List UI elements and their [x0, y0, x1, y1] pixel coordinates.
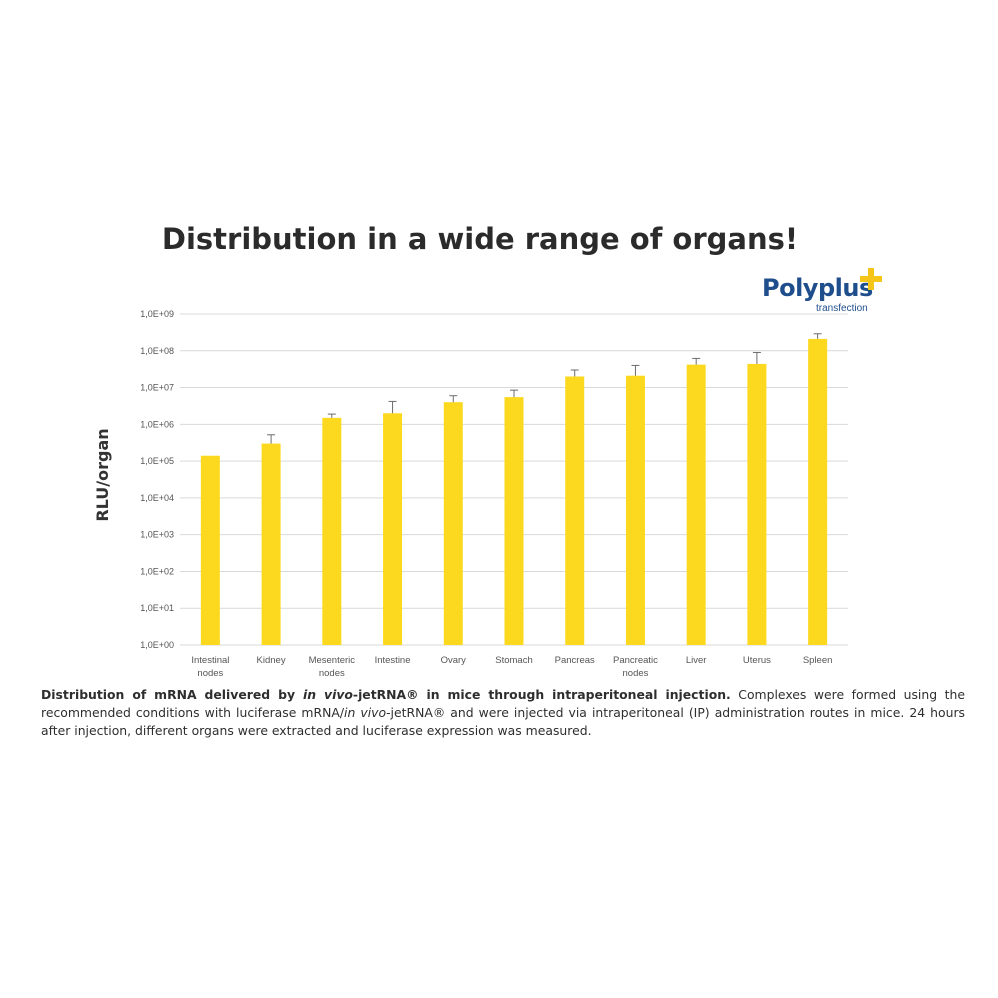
- x-tick-label: Pancreatic nodes: [613, 655, 658, 679]
- y-tick-label: 1,0E+08: [140, 346, 174, 356]
- caption-bold-italic: in vivo: [302, 687, 353, 702]
- error-bar: [752, 351, 761, 364]
- y-tick-label: 1,0E+04: [140, 493, 174, 503]
- chart-title: Distribution in a wide range of organs!: [161, 222, 799, 256]
- plus-icon: [860, 268, 882, 290]
- error-bar: [692, 357, 701, 365]
- x-tick-labels: Intestinal nodes Kidney Mesenteric nodes Inte…: [191, 655, 832, 679]
- caption-bold-1: Distribution of mRNA delivered by: [41, 687, 303, 702]
- error-bar: [327, 413, 336, 418]
- y-tick-label: 1,0E+02: [140, 566, 174, 576]
- caption-bold-2: -jetRNA® in mice through intraperitoneal…: [352, 687, 731, 702]
- bar: [686, 364, 706, 645]
- error-bar: [570, 369, 579, 377]
- bar: [565, 376, 585, 645]
- bar: [625, 375, 645, 645]
- bar: [504, 397, 524, 645]
- polyplus-logo: Polyplus transfection: [762, 268, 892, 318]
- x-tick-label: Liver: [686, 655, 707, 666]
- logo-brand: Polyplus: [762, 274, 873, 302]
- bar: [322, 417, 342, 645]
- error-bar: [813, 333, 822, 339]
- bar: [200, 455, 220, 645]
- y-tick-label: 1,0E+09: [140, 309, 174, 319]
- x-tick-label: Intestine: [375, 655, 411, 666]
- y-tick-label: 1,0E+06: [140, 419, 174, 429]
- error-bar: [449, 395, 458, 403]
- x-tick-label: Spleen: [803, 655, 833, 666]
- bar: [808, 338, 828, 645]
- y-tick-label: 1,0E+07: [140, 383, 174, 393]
- bar-chart: 1,0E+00 1,0E+01 1,0E+02 1,0E+03 1,0E+04 1,0E+…: [93, 309, 848, 679]
- bar: [383, 413, 403, 645]
- error-bar: [631, 364, 640, 376]
- y-tick-label: 1,0E+00: [140, 640, 174, 650]
- y-tick-labels: 1,0E+00 1,0E+01 1,0E+02 1,0E+03 1,0E+04 1,0E+…: [140, 309, 174, 650]
- error-bar: [388, 400, 397, 414]
- caption-text-1: Complexes were formed using the recommen…: [41, 687, 965, 720]
- bars: [200, 338, 828, 645]
- figure-caption: Distribution of mRNA delivered by in viv…: [41, 686, 965, 740]
- y-tick-label: 1,0E+03: [140, 530, 174, 540]
- caption-text-2: -jetRNA® and were injected via intraperi…: [41, 705, 965, 738]
- bar: [747, 363, 767, 645]
- caption-italic-2: in vivo: [344, 705, 387, 720]
- x-tick-label: Stomach: [495, 655, 533, 666]
- logo-sub: transfection: [816, 303, 868, 314]
- x-tick-label: Uterus: [743, 655, 771, 666]
- x-tick-label: Kidney: [257, 655, 286, 666]
- x-tick-label: Pancreas: [555, 655, 595, 666]
- x-tick-label: Mesenteric nodes: [309, 655, 356, 679]
- error-bar: [267, 434, 276, 444]
- y-axis-label: RLU/organ: [93, 428, 112, 521]
- error-bars: [267, 333, 822, 444]
- y-tick-label: 1,0E+05: [140, 456, 174, 466]
- x-tick-label: Intestinal nodes: [191, 655, 229, 679]
- x-tick-label: Ovary: [441, 655, 467, 666]
- bar: [443, 402, 463, 645]
- bar: [261, 443, 281, 645]
- error-bar: [510, 389, 518, 398]
- y-tick-label: 1,0E+01: [140, 603, 174, 613]
